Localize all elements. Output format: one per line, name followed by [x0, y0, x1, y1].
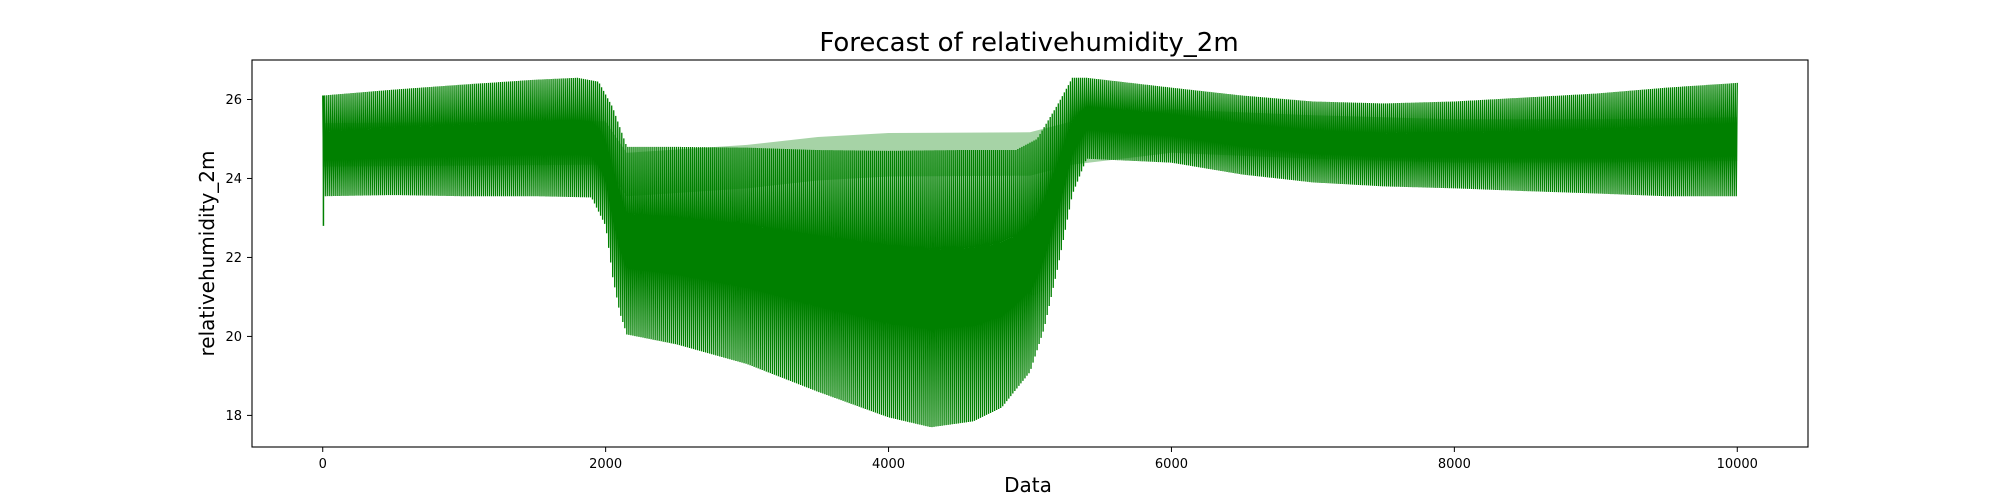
- series-line: [322, 77, 1738, 428]
- x-tick-label: 2000: [589, 457, 622, 472]
- y-axis-title: relativehumidity_2m: [195, 151, 219, 357]
- y-tick-label: 26: [225, 93, 242, 108]
- x-tick-label: 10000: [1717, 457, 1758, 472]
- x-axis-title: Data: [1004, 473, 1052, 497]
- y-tick-label: 20: [225, 330, 242, 345]
- y-tick-label: 18: [225, 409, 242, 424]
- x-tick-label: 0: [319, 457, 327, 472]
- plot-frame: [251, 59, 1809, 448]
- x-tick-label: 4000: [872, 457, 905, 472]
- y-tick-label: 22: [225, 251, 242, 266]
- y-axis: 18 20 22 24 26: [225, 93, 252, 424]
- chart-title: Forecast of relativehumidity_2m: [819, 28, 1238, 58]
- x-axis: 0 2000 4000 6000 8000 10000: [319, 447, 1758, 472]
- y-tick-label: 24: [225, 172, 242, 187]
- series-dense-band: [322, 109, 1738, 197]
- x-tick-label: 6000: [1155, 457, 1188, 472]
- x-tick-label: 8000: [1438, 457, 1471, 472]
- plot-area: [322, 77, 1738, 428]
